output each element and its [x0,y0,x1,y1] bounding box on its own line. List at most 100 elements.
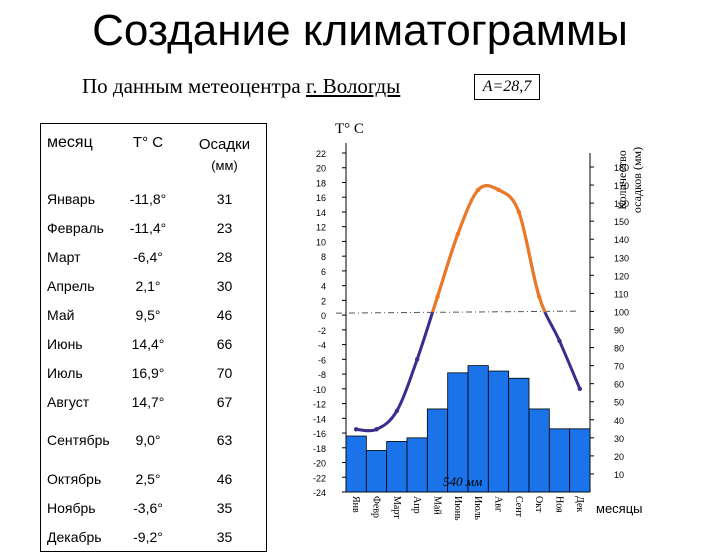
temp-tick-label: -10 [313,385,326,395]
temp-tick-label: -12 [313,400,326,410]
table-row: Октябрь 2,5° 46 [41,464,267,493]
subtitle: По данным метеоцентра г. Вологды [82,74,400,99]
temp-tick-label: -2 [318,326,326,336]
row-month: Август [47,393,90,410]
row-precip: 63 [216,432,233,448]
row-temp: -3,6° [133,499,163,516]
row-precip: 30 [216,277,233,294]
row-month: Июль [47,364,83,381]
temp-tick-label: -22 [313,473,326,483]
row-precip: 23 [216,219,233,236]
temp-tick-label: 10 [316,237,326,247]
temperature-point [557,338,562,344]
header-precip-label: Осадки [198,136,251,153]
subtitle-city: г. Вологды [305,74,401,98]
temp-tick-label: -14 [313,414,326,424]
precip-tick-label: 130 [614,253,629,263]
precip-tick-label: 30 [614,434,624,444]
header-month: месяц [47,134,93,151]
temp-tick-label: -8 [318,370,326,380]
table-header-row: месяц T° C Осадки (мм) [41,124,267,185]
month-label: Март [391,496,402,519]
temperature-point [435,294,440,299]
temperature-point [496,187,501,193]
subtitle-prefix: По данным метеоцентра [82,74,306,98]
precip-tick-label: 100 [614,307,629,317]
row-month: Сентябрь [47,432,110,448]
row-month: Январь [47,190,95,207]
row-temp: 14,7° [131,393,165,410]
row-month: Апрель [47,277,95,294]
precip-tick-label: 110 [614,289,628,299]
precip-tick-label: 60 [614,380,624,390]
temperature-point [455,231,461,237]
temp-tick-label: -18 [313,444,326,454]
precip-tick-label: 70 [614,362,624,372]
temp-tick-label: 0 [321,311,326,321]
row-month: Октябрь [47,470,102,487]
row-temp: 2,5° [135,470,161,487]
page-title: Создание климатограммы [92,6,628,55]
precip-tick-label: 170 [614,181,629,191]
temp-tick-label: -16 [313,429,326,439]
temp-tick-label: 22 [316,149,326,159]
row-precip: 70 [216,364,233,381]
amplitude-box: A=28,7 [474,74,540,100]
table-row: Март -6,4° 28 [41,242,267,271]
month-label: Апр [411,496,422,514]
month-label: Дек [574,496,585,512]
row-precip: 67 [216,393,233,410]
zero-line [335,310,579,314]
temperature-point [374,427,379,432]
row-month: Июнь [47,335,83,352]
table-row: Август 14,7° 67 [41,387,267,416]
precip-bar [487,370,510,493]
precip-bar [406,437,428,493]
climatogram-chart: T° C Количество осадков (мм) месяцы 2220… [313,121,644,521]
precip-axis-label-1: Количество [615,150,629,209]
precip-tick-label: 150 [614,217,629,227]
month-label: Февр [371,496,382,518]
precip-axis-label-2: осадков (мм) [630,147,644,213]
row-temp: -11,8° [129,190,167,207]
table-row: Апрель 2,1° 30 [41,271,267,300]
temperature-point [516,209,522,215]
row-precip: 28 [216,248,233,265]
temperature-point [414,357,420,362]
month-label: Янв [350,496,361,513]
table-row: Июль 16,9° 70 [41,358,267,387]
row-temp: -6,4° [133,248,163,265]
month-label: Ноя [554,496,565,513]
header-temp: T° C [132,134,164,151]
precip-tick-label: 120 [614,271,629,281]
month-label: Авг [493,496,504,512]
temperature-point [394,408,400,414]
temp-tick-label: 16 [316,193,326,203]
temp-tick-label: 20 [316,164,326,174]
precip-tick-label: 40 [614,416,624,426]
precip-tick-label: 10 [614,470,624,480]
temperature-point [353,427,359,432]
month-label: Сент [513,496,524,518]
temp-tick-label: -6 [318,355,326,365]
row-precip: 46 [216,470,233,487]
table-row: Сентябрь 9,0° 63 [41,416,267,464]
table-row: Февраль -11,4° 23 [41,213,267,242]
month-label: Май [432,496,443,515]
temperature-point [577,386,583,392]
row-precip: 46 [216,306,233,323]
precip-bar [365,450,388,493]
row-month: Март [47,248,81,265]
precip-tick-label: 180 [614,163,629,173]
climate-table: месяц T° C Осадки (мм) Январь -11,8° 31 Фе… [40,123,267,552]
precip-bar [569,428,591,493]
row-temp: 9,0° [135,432,161,448]
row-temp: 2,1° [135,277,161,294]
precip-tick-label: 160 [614,199,629,209]
temperature-point [475,187,481,193]
precip-bar [528,408,550,493]
row-temp: 16,9° [131,364,165,381]
row-month: Май [47,306,75,323]
row-temp: 14,4° [131,335,165,352]
months-axis-label: месяцы [596,501,643,516]
